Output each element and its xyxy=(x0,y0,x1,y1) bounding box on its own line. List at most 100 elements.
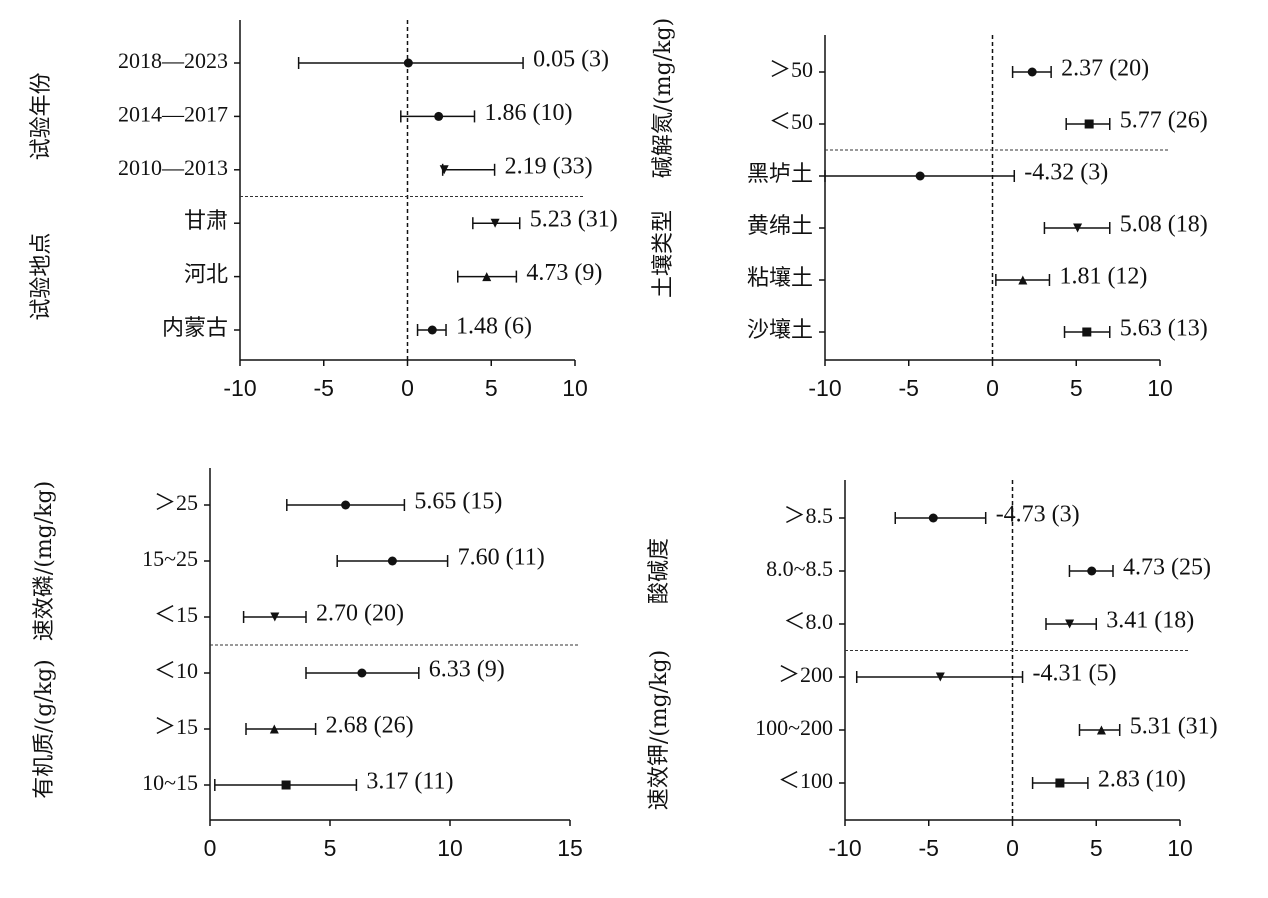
value-label: 2.70 (20) xyxy=(316,601,404,627)
point xyxy=(341,500,351,510)
point xyxy=(1073,223,1083,233)
value-label: 5.65 (15) xyxy=(414,489,502,515)
value-label: 1.48 (6) xyxy=(456,314,532,340)
value-label: -4.73 (3) xyxy=(996,502,1080,528)
panel: -10 -5 0 5 10 ＞50 2.37 (20) ＜50 5.77 (26) 碱解氮/(mg… xyxy=(651,18,1208,401)
category-label: ＜50 xyxy=(769,109,813,134)
point xyxy=(935,672,945,682)
point xyxy=(1087,566,1097,576)
point xyxy=(357,668,367,678)
x-tick-label: 0 xyxy=(401,375,414,401)
category-label: 粘壤土 xyxy=(747,265,813,290)
category-label: ＜8.0 xyxy=(783,609,833,634)
category-label: ＜100 xyxy=(778,768,833,793)
group-label: 碱解氮/(mg/kg) xyxy=(651,18,676,178)
value-label: 1.86 (10) xyxy=(485,100,573,126)
value-label: -4.32 (3) xyxy=(1024,160,1108,186)
value-label: 2.37 (20) xyxy=(1061,56,1149,82)
group-label: 速效磷/(mg/kg) xyxy=(32,481,57,641)
point xyxy=(1065,619,1075,629)
point xyxy=(270,612,280,622)
point xyxy=(1027,67,1037,77)
category-label: ＞25 xyxy=(154,490,198,515)
point xyxy=(928,513,938,523)
group-label: 土壤类型 xyxy=(651,210,676,298)
point xyxy=(915,171,925,181)
category-label: 河北 xyxy=(184,262,228,287)
panel: -10 -5 0 5 10 ＞8.5 -4.73 (3) 8.0~8.5 4.73 (25) ＜8… xyxy=(647,480,1218,861)
value-label: 2.83 (10) xyxy=(1098,767,1186,793)
x-tick-label: 5 xyxy=(1070,375,1083,401)
group-label: 速效钾/(mg/kg) xyxy=(647,650,672,810)
category-label: 2018—2023 xyxy=(118,48,228,73)
point xyxy=(434,111,444,121)
x-tick-label: 10 xyxy=(1147,375,1173,401)
x-tick-label: -10 xyxy=(808,375,841,401)
point xyxy=(403,58,413,68)
value-label: 3.17 (11) xyxy=(366,769,453,795)
value-label: 5.23 (31) xyxy=(530,207,618,233)
point xyxy=(1018,275,1028,285)
value-label: 7.60 (11) xyxy=(458,545,545,571)
x-tick-label: 10 xyxy=(562,375,588,401)
category-label: ＞8.5 xyxy=(783,503,833,528)
x-tick-label: 10 xyxy=(1167,835,1193,861)
category-label: 100~200 xyxy=(755,715,833,740)
category-label: 甘肃 xyxy=(184,208,228,233)
x-tick-label: 15 xyxy=(557,835,583,861)
point xyxy=(482,272,492,282)
group-label: 试验年份 xyxy=(29,72,54,160)
value-label: 4.73 (25) xyxy=(1123,555,1211,581)
value-label: 0.05 (3) xyxy=(533,47,609,73)
x-tick-label: 5 xyxy=(324,835,337,861)
x-tick-label: -10 xyxy=(223,375,256,401)
x-tick-label: -10 xyxy=(828,835,861,861)
category-label: 沙壤土 xyxy=(747,317,813,342)
category-label: 15~25 xyxy=(142,546,198,571)
category-label: 10~15 xyxy=(142,770,198,795)
panel: 0 5 10 15 ＞25 5.65 (15) 15~25 7.60 (11) ＜15 2.70 … xyxy=(32,468,583,861)
value-label: 1.81 (12) xyxy=(1059,264,1147,290)
point xyxy=(490,218,500,228)
category-label: 黄绵土 xyxy=(747,213,813,238)
x-tick-label: -5 xyxy=(314,375,334,401)
point xyxy=(1082,327,1092,337)
point xyxy=(1096,725,1106,735)
group-label: 试验地点 xyxy=(29,233,54,321)
x-tick-label: 0 xyxy=(986,375,999,401)
group-label: 有机质/(g/kg) xyxy=(32,659,57,799)
x-tick-label: -5 xyxy=(919,835,939,861)
point xyxy=(1055,778,1065,788)
value-label: 5.63 (13) xyxy=(1120,316,1208,342)
category-label: 黑垆土 xyxy=(747,161,813,186)
value-label: 5.77 (26) xyxy=(1120,108,1208,134)
value-label: 6.33 (9) xyxy=(429,657,505,683)
value-label: 3.41 (18) xyxy=(1106,608,1194,634)
point xyxy=(439,165,449,175)
value-label: 2.68 (26) xyxy=(326,713,414,739)
x-tick-label: 0 xyxy=(204,835,217,861)
point xyxy=(1084,119,1094,129)
x-tick-label: 5 xyxy=(485,375,498,401)
x-tick-label: 0 xyxy=(1006,835,1019,861)
category-label: 2014—2017 xyxy=(118,101,228,126)
x-tick-label: -5 xyxy=(899,375,919,401)
point xyxy=(269,724,279,734)
point xyxy=(427,325,437,335)
point xyxy=(387,556,397,566)
category-label: 内蒙古 xyxy=(162,315,228,340)
value-label: 5.08 (18) xyxy=(1120,212,1208,238)
category-label: ＞200 xyxy=(778,662,833,687)
x-tick-label: 5 xyxy=(1090,835,1103,861)
group-label: 酸碱度 xyxy=(647,538,672,604)
panel: -10 -5 0 5 10 2018—2023 0.05 (3) 2014—2017 1.86 … xyxy=(29,20,618,401)
value-label: 5.31 (31) xyxy=(1130,714,1218,740)
point xyxy=(281,780,291,790)
value-label: -4.31 (5) xyxy=(1033,661,1117,687)
x-tick-label: 10 xyxy=(437,835,463,861)
value-label: 4.73 (9) xyxy=(526,260,602,286)
category-label: ＞15 xyxy=(154,714,198,739)
value-label: 2.19 (33) xyxy=(505,153,593,179)
category-label: 2010—2013 xyxy=(118,155,228,180)
